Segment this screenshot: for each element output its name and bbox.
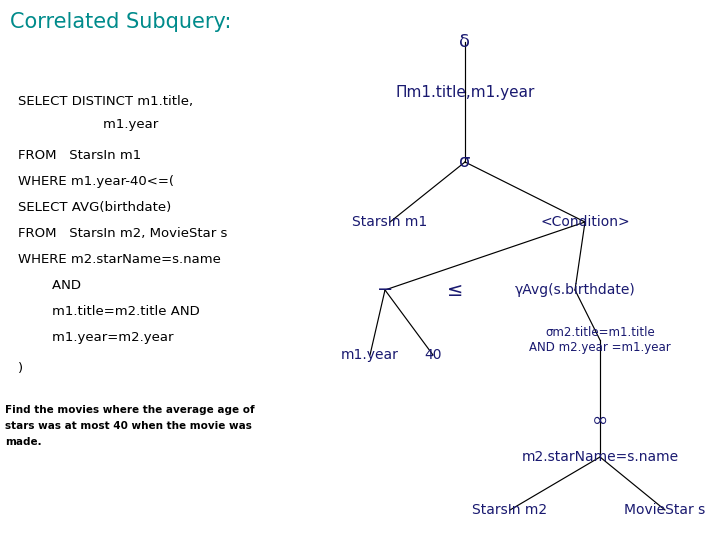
Text: Πm1.title,m1.year: Πm1.title,m1.year — [395, 84, 535, 99]
Text: Find the movies where the average age of: Find the movies where the average age of — [5, 405, 255, 415]
Text: m2.starName=s.name: m2.starName=s.name — [521, 450, 678, 464]
Text: SELECT DISTINCT m1.title,: SELECT DISTINCT m1.title, — [18, 95, 193, 108]
Text: made.: made. — [5, 437, 42, 447]
Text: <Condition>: <Condition> — [540, 215, 630, 229]
Text: Correlated Subquery:: Correlated Subquery: — [10, 12, 231, 32]
Text: ∞: ∞ — [592, 410, 608, 429]
Text: σ: σ — [459, 153, 471, 171]
Text: m1.year: m1.year — [341, 348, 399, 362]
Text: ): ) — [18, 362, 23, 375]
Text: MovieStar s: MovieStar s — [624, 503, 706, 517]
Text: FROM   StarsIn m2, MovieStar s: FROM StarsIn m2, MovieStar s — [18, 227, 228, 240]
Text: StarsIn m1: StarsIn m1 — [352, 215, 428, 229]
Text: m1.year: m1.year — [18, 118, 158, 131]
Text: AND: AND — [18, 279, 81, 292]
Text: ≤: ≤ — [447, 280, 463, 300]
Text: m1.year=m2.year: m1.year=m2.year — [18, 331, 174, 344]
Text: WHERE m2.starName=s.name: WHERE m2.starName=s.name — [18, 253, 221, 266]
Text: δ: δ — [459, 33, 470, 51]
Text: WHERE m1.year-40<=(: WHERE m1.year-40<=( — [18, 175, 174, 188]
Text: FROM   StarsIn m1: FROM StarsIn m1 — [18, 149, 141, 162]
Text: σm2.title=m1.title
AND m2.year =m1.year: σm2.title=m1.title AND m2.year =m1.year — [529, 326, 671, 354]
Text: 40: 40 — [424, 348, 442, 362]
Text: m1.title=m2.title AND: m1.title=m2.title AND — [18, 305, 199, 318]
Text: SELECT AVG(birthdate): SELECT AVG(birthdate) — [18, 201, 171, 214]
Text: γAvg(s.birthdate): γAvg(s.birthdate) — [515, 283, 635, 297]
Text: stars was at most 40 when the movie was: stars was at most 40 when the movie was — [5, 421, 252, 431]
Text: StarsIn m2: StarsIn m2 — [472, 503, 548, 517]
Text: −: − — [377, 280, 393, 300]
